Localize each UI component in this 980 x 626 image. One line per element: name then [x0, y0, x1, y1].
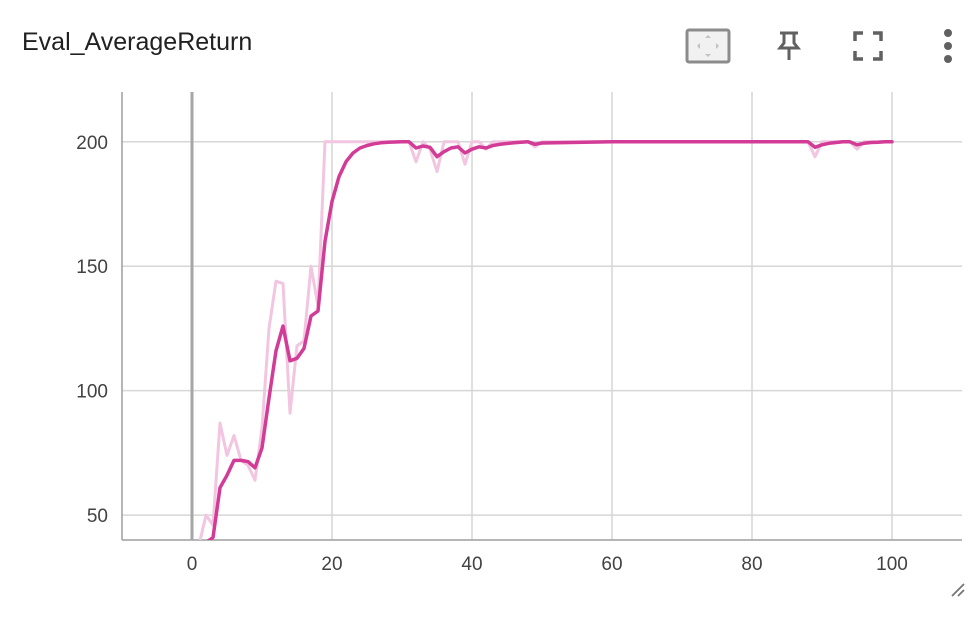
chart-title: Eval_AverageReturn [22, 28, 253, 56]
x-tick-label: 100 [876, 554, 908, 575]
x-tick-label: 40 [461, 554, 482, 575]
y-tick-label: 50 [87, 506, 108, 527]
more-vert-icon [944, 29, 952, 63]
raw-series-line [198, 140, 894, 540]
series-lines [198, 140, 894, 540]
resize-grip-icon [951, 583, 965, 597]
y-tick-label: 200 [76, 133, 108, 154]
resize-handle[interactable] [948, 580, 966, 598]
y-tick-label: 100 [76, 382, 108, 403]
more-options-button[interactable] [924, 24, 972, 68]
pin-button[interactable] [765, 24, 813, 68]
fullscreen-button[interactable] [844, 24, 892, 68]
fit-domain-icon [685, 28, 731, 64]
x-tick-label: 80 [741, 554, 762, 575]
tick-labels: 0 20 40 60 80 100 50 100 150 200 [76, 133, 908, 575]
grid-lines [122, 92, 962, 540]
fullscreen-icon [853, 31, 883, 61]
axes [121, 92, 962, 541]
x-tick-label: 0 [187, 554, 198, 575]
x-tick-label: 20 [321, 554, 342, 575]
chart-toolbar [680, 24, 980, 68]
smoothed-series-line [206, 140, 894, 540]
y-tick-label: 150 [76, 257, 108, 278]
pin-icon [776, 31, 802, 60]
fit-domain-button[interactable] [684, 24, 732, 68]
x-tick-label: 60 [601, 554, 622, 575]
